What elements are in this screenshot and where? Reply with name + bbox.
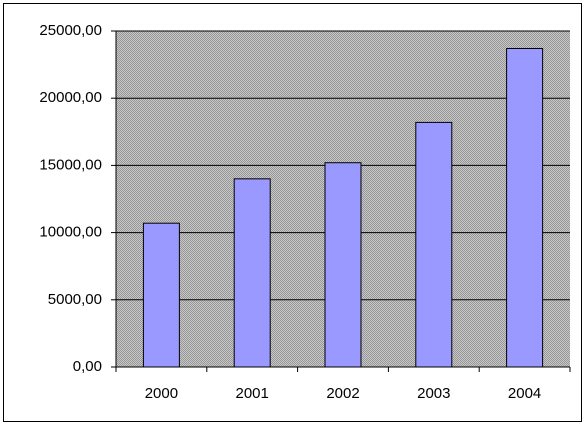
bar — [233, 178, 271, 368]
bar — [506, 47, 544, 368]
y-tick-label: 10000,00 — [39, 224, 102, 241]
x-tick-label: 2004 — [508, 385, 541, 402]
y-tick-label: 0,00 — [73, 358, 102, 375]
x-tick-label: 2002 — [326, 385, 359, 402]
y-tick-label: 25000,00 — [39, 22, 102, 39]
x-tick-label: 2001 — [236, 385, 269, 402]
y-tick-label: 15000,00 — [39, 156, 102, 173]
y-tick-label: 5000,00 — [48, 291, 102, 308]
bar — [415, 121, 453, 368]
x-tick-label: 2003 — [417, 385, 450, 402]
x-tick-label: 2000 — [145, 385, 178, 402]
bar — [142, 222, 180, 368]
bar — [324, 162, 362, 368]
y-tick-label: 20000,00 — [39, 89, 102, 106]
